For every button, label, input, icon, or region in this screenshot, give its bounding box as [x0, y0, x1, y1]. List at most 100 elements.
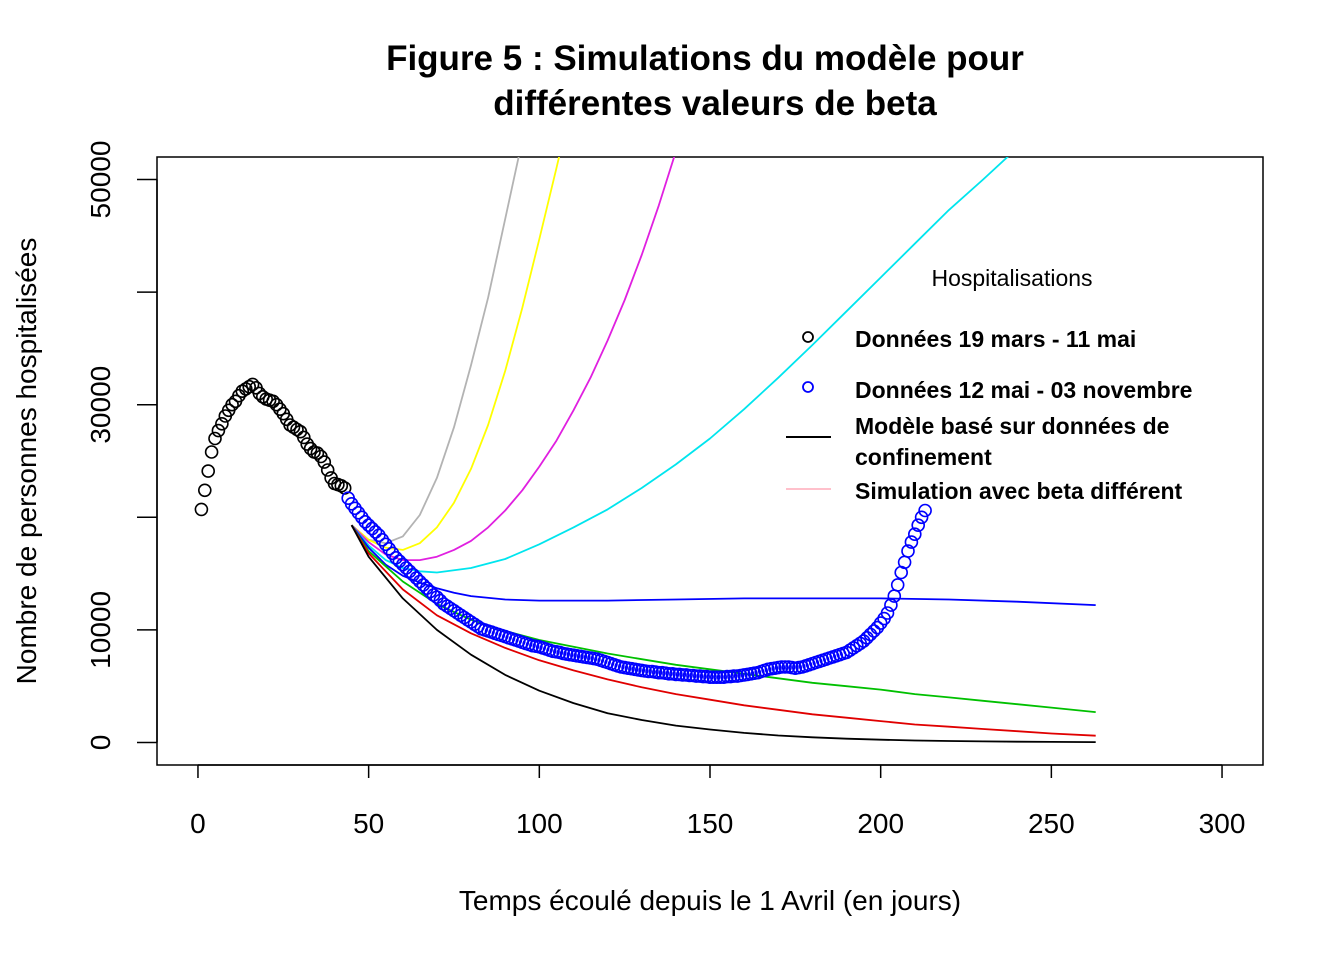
plot-frame — [156, 156, 1264, 766]
data-point — [375, 532, 390, 547]
data-point — [914, 510, 929, 525]
data-point — [846, 641, 861, 655]
data-point — [447, 603, 461, 618]
data-point — [354, 510, 369, 525]
data-point — [419, 581, 434, 596]
data-point — [201, 464, 215, 478]
data-point — [436, 597, 451, 611]
legend-label-simulation-beta: Simulation avec beta différent — [855, 478, 1183, 504]
x-tick-label: 200 — [857, 808, 904, 839]
data-point — [269, 397, 284, 412]
data-point — [651, 665, 666, 680]
model-line-5 — [350, 524, 1096, 713]
data-point — [273, 402, 287, 417]
data-point — [669, 667, 683, 682]
data-point — [392, 554, 407, 569]
data-point — [467, 617, 482, 632]
data-point — [907, 527, 922, 542]
model-line-3 — [350, 157, 1009, 574]
chart-title-line-2: différentes valeurs de beta — [493, 84, 937, 123]
data-point — [890, 578, 905, 592]
data-point — [457, 610, 472, 625]
data-point — [662, 666, 676, 681]
legend-title: Hospitalisations — [931, 265, 1092, 291]
x-tick-label: 50 — [353, 808, 384, 839]
data-point — [839, 645, 854, 660]
data-point — [870, 620, 885, 635]
legend-label-donnees-mai-novembre: Données 12 mai - 03 novembre — [855, 377, 1192, 403]
data-points — [194, 377, 932, 685]
legend-symbol-blue-circle — [802, 381, 814, 393]
data-point — [303, 441, 318, 456]
y-axis: 0 10000 30000 50000 — [85, 141, 158, 751]
data-point — [703, 670, 717, 685]
data-point — [849, 638, 864, 653]
data-point — [778, 660, 792, 674]
data-point — [901, 544, 915, 558]
data-point — [706, 670, 721, 685]
legend-label-modele-line-1: Modèle basé sur données de — [855, 413, 1169, 439]
data-point — [290, 422, 304, 437]
data-point — [843, 643, 857, 658]
data-point — [208, 431, 222, 446]
y-tick-label: 0 — [85, 735, 116, 751]
data-point — [344, 496, 359, 511]
data-point — [385, 546, 400, 561]
x-axis-label: Temps écoulé depuis le 1 Avril (en jours… — [459, 885, 961, 916]
data-point — [266, 394, 280, 409]
data-point — [720, 669, 734, 684]
data-point — [884, 598, 898, 612]
data-point — [453, 608, 468, 623]
data-point — [283, 418, 297, 432]
data-point — [382, 541, 396, 556]
data-point — [211, 423, 226, 438]
plot-area — [194, 157, 1096, 743]
data-point — [863, 627, 878, 642]
data-point — [774, 660, 789, 674]
data-point — [300, 437, 315, 451]
data-point — [460, 612, 475, 627]
data-point — [402, 564, 417, 579]
data-point — [378, 537, 393, 552]
model-line-6 — [350, 524, 1096, 737]
data-point — [239, 382, 253, 396]
data-point — [860, 630, 874, 645]
x-tick-label: 150 — [687, 808, 734, 839]
data-point — [198, 483, 212, 498]
data-point — [641, 664, 656, 679]
data-point — [365, 521, 379, 536]
chart-title-line-1: Figure 5 : Simulations du modèle pour — [386, 39, 1024, 78]
data-point — [320, 463, 335, 477]
data-point — [225, 397, 239, 412]
data-point — [348, 501, 362, 516]
data-point — [727, 669, 741, 683]
data-point — [897, 555, 912, 570]
x-axis: 0 50 100 150 200 250 300 — [190, 764, 1246, 839]
model-line-2 — [350, 157, 676, 561]
data-point — [317, 455, 332, 469]
data-point — [232, 388, 246, 403]
data-point — [310, 446, 325, 460]
data-point — [880, 606, 895, 620]
data-point — [696, 669, 711, 684]
data-point — [713, 670, 728, 685]
data-point — [334, 478, 349, 493]
data-point — [430, 590, 444, 605]
x-tick-label: 300 — [1199, 808, 1246, 839]
legend-label-modele-line-2: confinement — [855, 444, 992, 470]
data-point — [911, 518, 926, 533]
data-point — [361, 518, 376, 533]
data-point — [235, 384, 250, 399]
data-point — [242, 379, 256, 394]
legend: Hospitalisations Données 19 mars - 11 ma… — [786, 265, 1192, 504]
y-tick-label: 10000 — [85, 591, 116, 669]
data-point — [286, 420, 301, 435]
y-tick-label: 50000 — [85, 141, 116, 219]
data-point — [194, 502, 209, 517]
data-point — [440, 599, 455, 614]
data-point — [389, 550, 403, 565]
data-point — [351, 505, 366, 520]
data-point — [215, 416, 229, 431]
data-point — [464, 615, 478, 629]
